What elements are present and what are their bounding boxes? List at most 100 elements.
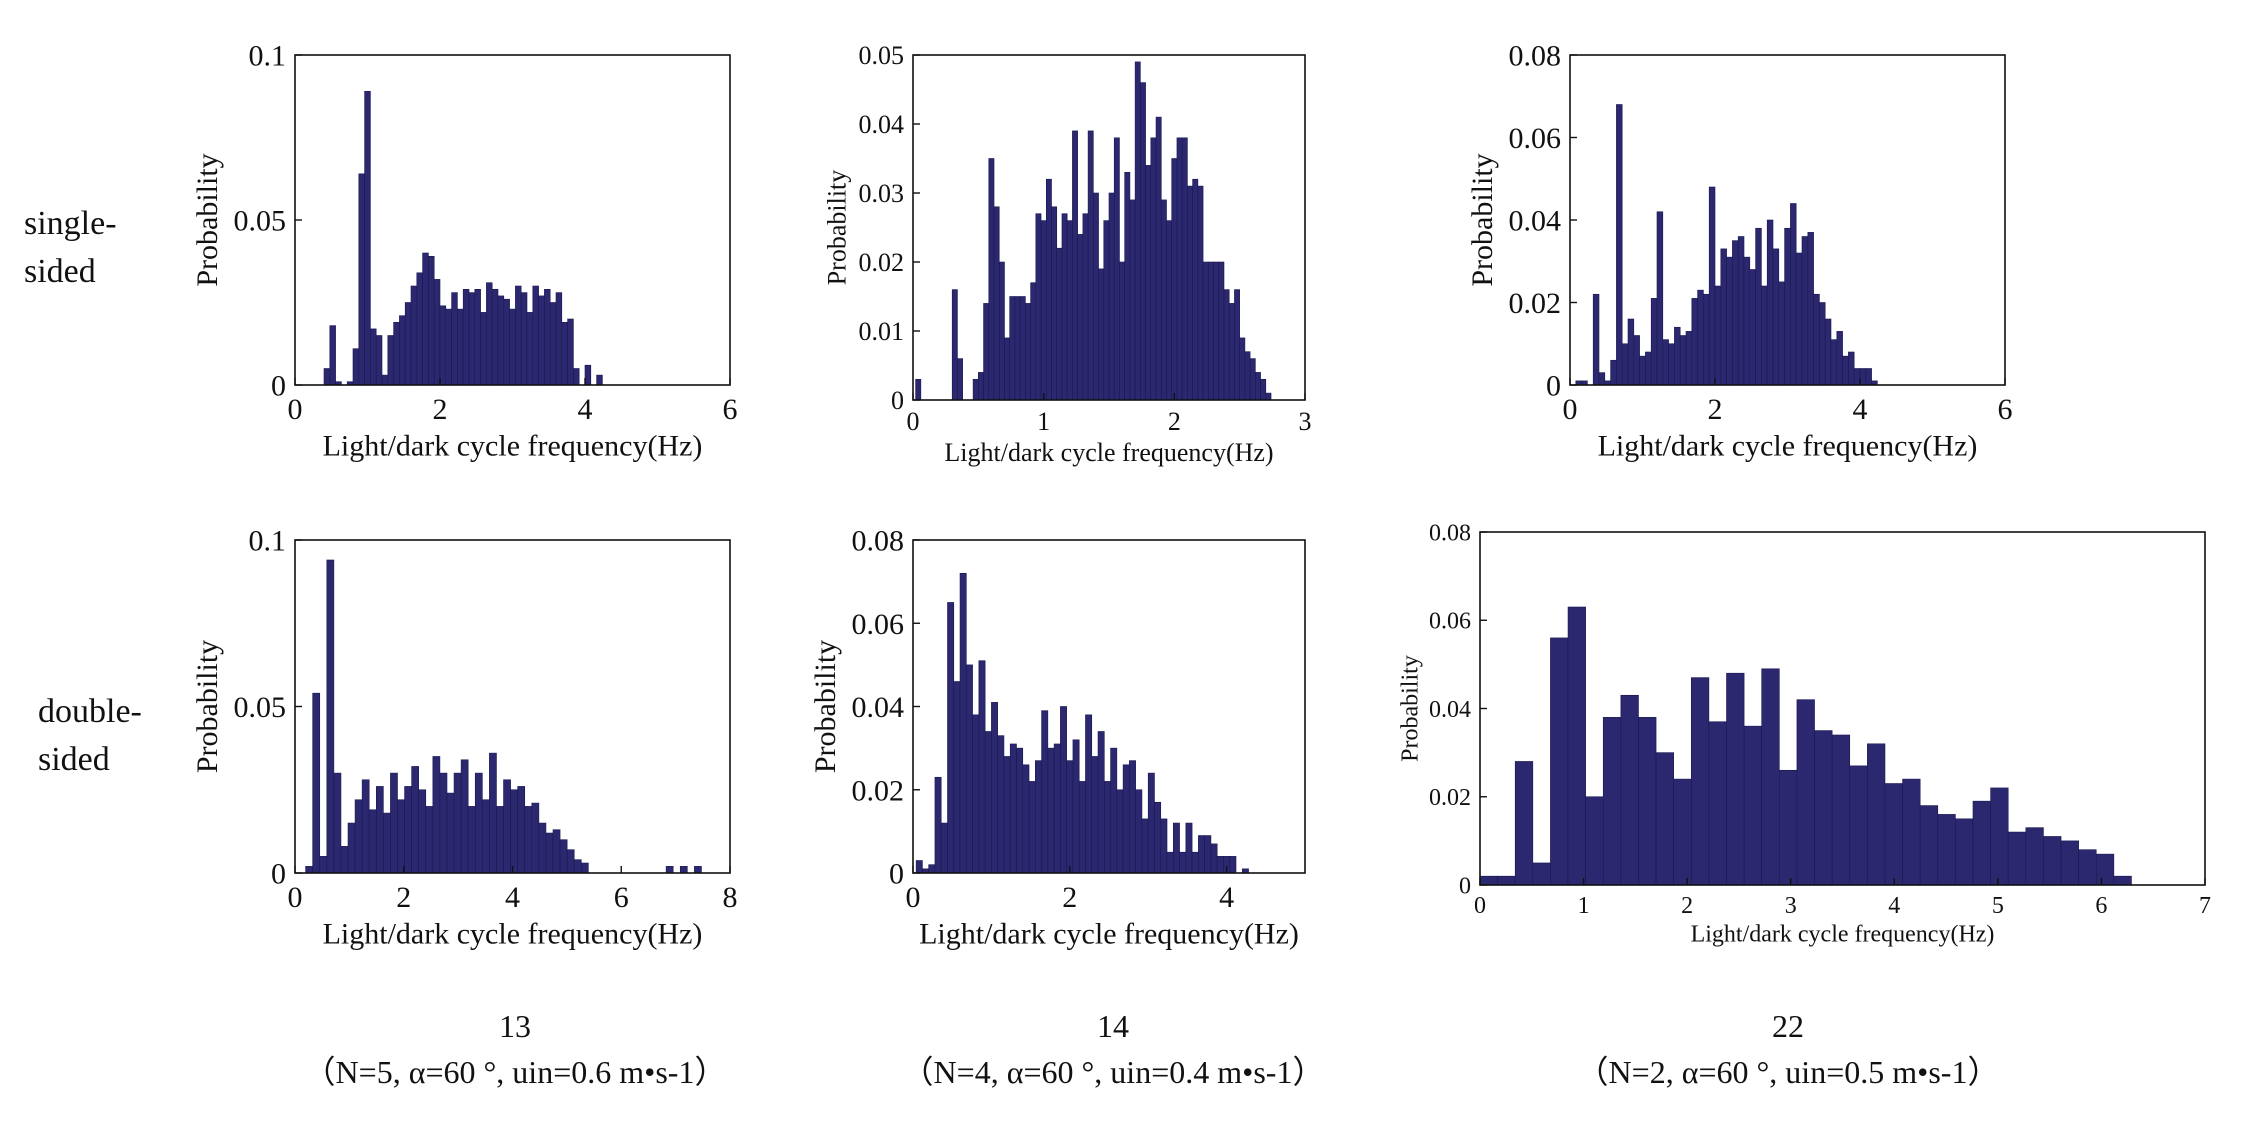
bar [1229,856,1237,874]
bar [957,358,963,401]
bar [1009,743,1017,874]
bar [432,756,441,874]
y-axis-label: Probability [822,170,851,286]
bar [1124,172,1131,401]
bar [532,285,539,386]
x-tick-label: 0 [1474,893,1486,919]
bar [1041,710,1049,874]
bar [1098,268,1105,401]
bar [1867,743,1886,886]
bar [993,206,1000,401]
bar [333,772,342,874]
x-tick-label: 2 [1062,881,1077,914]
bar [972,378,979,401]
y-axis-label: Probability [1466,153,1499,286]
y-tick-label: 0.02 [1509,287,1562,320]
bar [1761,285,1768,386]
bar [679,866,688,874]
bar [1218,261,1225,401]
bar [457,308,464,386]
bar [439,305,447,386]
bar [387,335,394,386]
row-label-line1: double- [38,693,142,730]
bar [1255,372,1261,401]
bar [1077,234,1084,401]
bar [1145,165,1152,401]
bar [1616,104,1623,386]
bar [1853,368,1861,386]
bar [1650,298,1658,386]
chart-panel-2: 0 1 2 3 0 0.01 0.02 0.03 0.04 0.05 Light/dark cycl… [822,41,1311,467]
y-tick-label: 0.02 [852,774,905,807]
x-tick-label: 3 [1785,893,1797,919]
y-axis-label: Probability [191,640,224,773]
x-tick-label: 2 [1168,407,1181,436]
bar [988,158,995,401]
x-tick-label: 0 [288,393,303,426]
bar [354,799,363,874]
bar [404,302,412,386]
bar [410,285,418,386]
axes-frame [912,54,1306,401]
bar [1865,368,1872,386]
bar [1703,293,1710,386]
bar [364,91,371,386]
bar [1249,358,1256,401]
y-tick-label: 0.04 [852,691,905,724]
row-label-line1: single- [24,205,117,242]
row-label-double-sided: double- sided [38,688,142,784]
bar [352,348,360,386]
bar [2007,831,2027,886]
bar [383,812,391,874]
row-label-line2: sided [24,253,96,290]
bar [561,321,568,386]
bar [1902,778,1921,886]
bar [397,799,405,874]
bar [503,298,510,386]
bar [1197,185,1204,401]
bar [584,364,592,386]
bar [1766,219,1774,386]
bar [1187,185,1193,401]
bar [998,261,1005,401]
bar [1743,256,1751,386]
bar [1047,747,1055,874]
bar [1208,261,1214,401]
bar [915,378,922,401]
bar [1171,158,1178,401]
bar [1737,236,1745,386]
bar [1550,637,1569,886]
bar [1919,805,1939,886]
bar [1265,392,1272,401]
x-tick-label: 4 [578,393,593,426]
bar [1119,261,1125,401]
bar [1147,772,1155,874]
y-tick-label: 0.06 [852,608,905,641]
bar [1097,731,1105,874]
bar [1796,699,1815,886]
bar [510,789,518,874]
bar [1514,761,1534,886]
bar [1122,764,1130,874]
bar [416,272,423,386]
caption-22: 22 （N=2, α=60 °, uin=0.5 m•s-1） [1488,1003,2088,1095]
bar [1072,739,1080,874]
bar [1726,672,1745,886]
bar [1937,814,1956,886]
bar [1662,339,1669,386]
bar [1022,764,1030,874]
bar [1185,822,1193,874]
bar [474,288,481,386]
bar [959,572,967,874]
bar [2025,827,2044,886]
bar [1179,851,1187,874]
bar [1056,247,1063,401]
bar [1884,783,1903,886]
bar [2095,853,2115,886]
bar [375,335,383,386]
bar [1674,326,1681,386]
bar [1831,734,1851,886]
bar [573,859,582,874]
bar [462,288,470,386]
